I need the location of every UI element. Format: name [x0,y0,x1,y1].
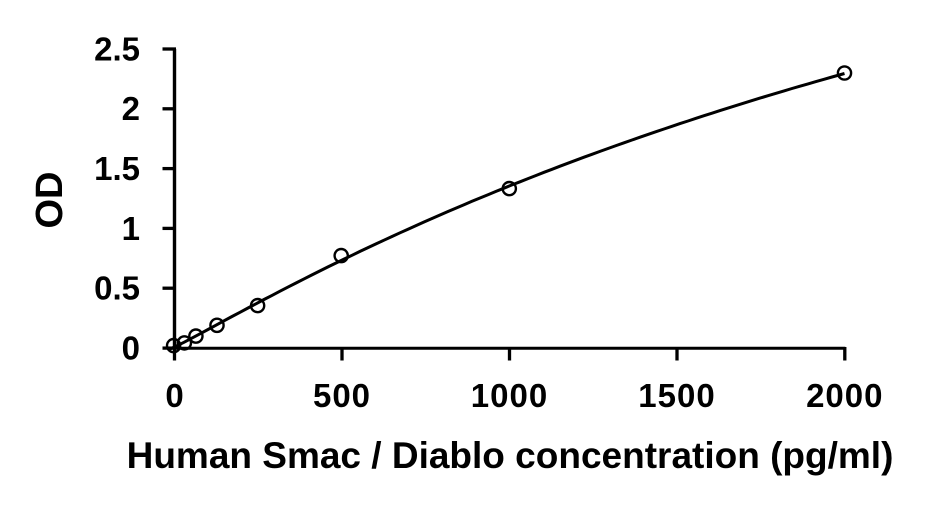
svg-text:2.5: 2.5 [94,30,140,67]
svg-text:2000: 2000 [806,377,883,414]
svg-text:OD: OD [29,172,71,229]
svg-text:0.5: 0.5 [94,270,140,307]
svg-text:1000: 1000 [471,377,548,414]
svg-text:2: 2 [122,90,140,127]
svg-text:1500: 1500 [638,377,715,414]
svg-text:Human Smac / Diablo concentrat: Human Smac / Diablo concentration (pg/ml… [127,435,894,476]
svg-text:500: 500 [313,377,371,414]
svg-text:0: 0 [165,377,183,414]
svg-text:1.5: 1.5 [94,150,140,187]
svg-text:0: 0 [122,329,140,366]
svg-text:1: 1 [122,210,140,247]
